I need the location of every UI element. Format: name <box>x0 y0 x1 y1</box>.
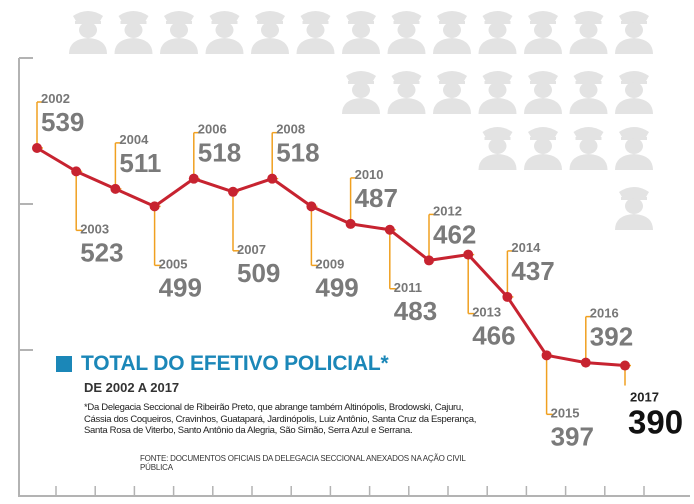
police-officer-icon <box>387 71 426 114</box>
data-point <box>267 173 278 184</box>
chart-subtitle: DE 2002 A 2017 <box>84 380 180 395</box>
value-label: 437 <box>511 256 554 286</box>
police-officer-icon <box>478 71 517 114</box>
police-officer-icon <box>251 11 289 54</box>
data-point <box>580 357 591 368</box>
data-point <box>620 360 630 371</box>
value-label: 511 <box>119 148 161 178</box>
police-officer-icon <box>524 127 562 170</box>
year-label: 2014 <box>511 240 541 255</box>
year-label: 2017 <box>630 390 659 405</box>
data-point <box>149 201 160 212</box>
police-officer-icon <box>296 11 335 54</box>
data-point <box>424 255 434 266</box>
police-officer-icon <box>478 11 517 54</box>
value-label: 390 <box>628 404 683 441</box>
year-label: 2009 <box>315 256 344 271</box>
value-label: 499 <box>159 272 202 302</box>
year-label: 2008 <box>276 122 305 137</box>
chart-title: TOTAL DO EFETIVO POLICIAL* <box>81 352 389 375</box>
year-label: 2012 <box>433 203 462 218</box>
legend: TOTAL DO EFETIVO POLICIAL* DE 2002 A 201… <box>56 352 496 395</box>
data-point <box>541 350 552 361</box>
data-point <box>384 224 395 235</box>
value-label: 487 <box>355 183 398 213</box>
label-leaders <box>36 101 631 416</box>
data-point <box>345 218 356 229</box>
value-label: 392 <box>590 322 633 352</box>
year-label: 2016 <box>590 306 619 321</box>
value-label: 462 <box>433 219 476 249</box>
data-point <box>188 173 199 184</box>
value-label: 539 <box>41 107 84 137</box>
value-label: 397 <box>551 421 594 451</box>
police-officer-icon-grid <box>69 11 653 230</box>
police-officer-icon <box>569 71 608 114</box>
value-label: 499 <box>315 272 358 302</box>
year-label: 2006 <box>198 122 227 137</box>
police-officer-icon <box>615 127 653 170</box>
year-label: 2005 <box>159 256 188 271</box>
year-label: 2007 <box>237 242 266 257</box>
data-point <box>463 249 474 260</box>
data-point <box>110 183 121 194</box>
year-label: 2002 <box>41 91 70 106</box>
police-officer-icon <box>615 187 653 230</box>
chart-axes <box>18 57 690 497</box>
police-officer-icon <box>342 11 380 54</box>
value-label: 466 <box>472 321 515 351</box>
police-officer-icon <box>524 11 562 54</box>
police-officer-icon <box>524 71 562 114</box>
value-label: 523 <box>80 237 123 267</box>
series-polyline <box>36 146 626 368</box>
police-officer-icon <box>433 71 471 114</box>
series-line <box>32 143 630 371</box>
police-officer-icon <box>433 11 471 54</box>
police-officer-icon <box>114 11 153 54</box>
data-point <box>502 291 513 302</box>
year-label: 2004 <box>119 132 149 147</box>
police-officer-icon <box>569 11 608 54</box>
value-label: 518 <box>276 138 319 168</box>
legend-swatch <box>56 356 72 372</box>
value-label: 518 <box>198 138 241 168</box>
police-officer-icon <box>69 11 107 54</box>
police-officer-icon <box>569 127 608 170</box>
police-officer-icon <box>160 11 198 54</box>
police-officer-icon <box>478 127 517 170</box>
year-label: 2011 <box>394 280 422 295</box>
year-label: 2010 <box>355 167 384 182</box>
police-officer-icon <box>387 11 426 54</box>
police-officer-icon <box>615 11 653 54</box>
year-label: 2013 <box>472 305 501 320</box>
source-note: FONTE: DOCUMENTOS OFICIAIS DA DELEGACIA … <box>140 454 466 472</box>
value-label: 509 <box>237 258 280 288</box>
value-label: 483 <box>394 296 437 326</box>
police-officer-icon <box>205 11 244 54</box>
data-point <box>71 166 82 177</box>
police-officer-icon <box>342 71 380 114</box>
police-officer-icon <box>615 71 653 114</box>
year-label: 2015 <box>551 405 580 420</box>
year-label: 2003 <box>80 221 109 236</box>
data-point <box>228 186 238 197</box>
data-point <box>306 201 317 212</box>
footnote: *Da Delegacia Seccional de Ribeirão Pret… <box>84 402 477 436</box>
point-labels: 2002539200352320045112005499200651820075… <box>41 91 683 451</box>
data-point <box>32 143 42 153</box>
